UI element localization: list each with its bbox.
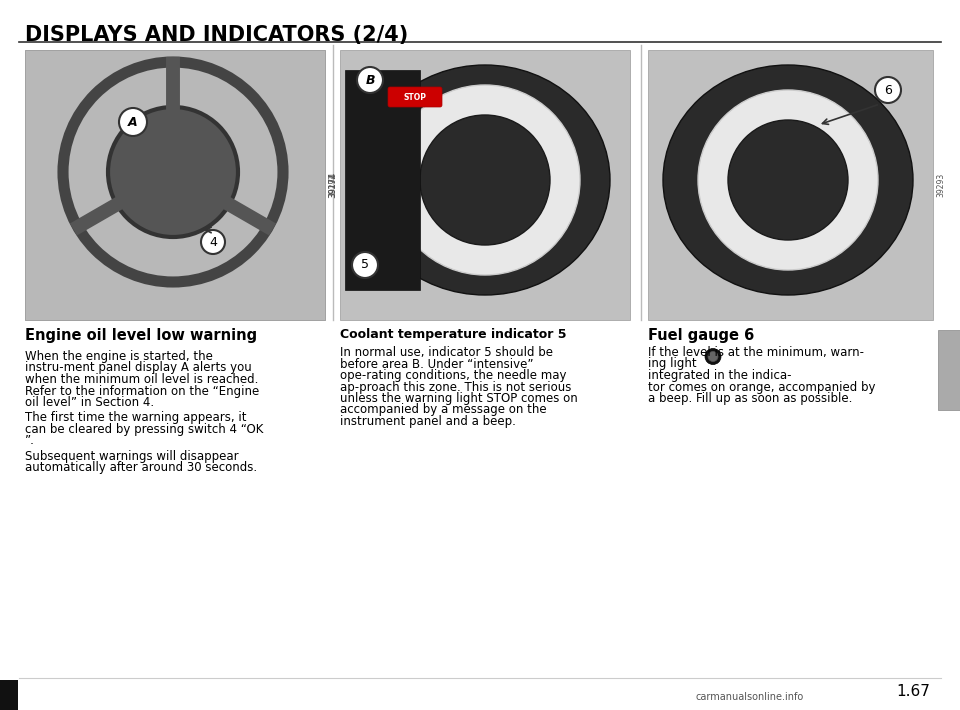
Text: 1.67: 1.67 (896, 684, 930, 699)
Text: 39174: 39174 (328, 172, 337, 198)
Circle shape (352, 252, 378, 278)
Text: Engine oil level low warning: Engine oil level low warning (25, 328, 257, 343)
Text: The first time the warning appears, it: The first time the warning appears, it (25, 412, 247, 425)
Text: In normal use, indicator 5 should be: In normal use, indicator 5 should be (340, 346, 553, 359)
Text: 39292: 39292 (328, 173, 337, 197)
Text: When the engine is started, the: When the engine is started, the (25, 350, 213, 363)
Text: If the level is at the minimum, warn-: If the level is at the minimum, warn- (648, 346, 864, 359)
Circle shape (357, 67, 383, 93)
Text: 4: 4 (209, 236, 217, 248)
FancyBboxPatch shape (25, 50, 325, 320)
Circle shape (728, 120, 848, 240)
Text: A: A (129, 116, 138, 129)
FancyBboxPatch shape (648, 50, 933, 320)
FancyBboxPatch shape (388, 87, 442, 107)
Text: Subsequent warnings will disappear: Subsequent warnings will disappear (25, 450, 239, 463)
Text: ”.: ”. (25, 435, 35, 447)
Text: unless the warning light STOP comes on: unless the warning light STOP comes on (340, 392, 578, 405)
Text: 39293: 39293 (936, 173, 945, 197)
Text: automatically after around 30 seconds.: automatically after around 30 seconds. (25, 462, 257, 474)
Circle shape (705, 349, 721, 364)
Text: DISPLAYS AND INDICATORS (2/4): DISPLAYS AND INDICATORS (2/4) (25, 25, 408, 45)
FancyBboxPatch shape (25, 50, 325, 320)
Circle shape (698, 90, 878, 270)
FancyBboxPatch shape (938, 330, 960, 410)
Text: can be cleared by pressing switch 4 “OK: can be cleared by pressing switch 4 “OK (25, 423, 263, 436)
Text: 39174: 39174 (328, 173, 337, 197)
Ellipse shape (360, 65, 610, 295)
Text: Fuel gauge 6: Fuel gauge 6 (648, 328, 755, 343)
Circle shape (119, 108, 147, 136)
Text: ing light: ing light (648, 358, 697, 371)
Text: integrated in the indica-: integrated in the indica- (648, 369, 791, 382)
Text: a beep. Fill up as soon as possible.: a beep. Fill up as soon as possible. (648, 392, 852, 405)
Text: accompanied by a message on the: accompanied by a message on the (340, 403, 546, 417)
Circle shape (390, 85, 580, 275)
Text: ope-rating conditions, the needle may: ope-rating conditions, the needle may (340, 369, 566, 382)
Circle shape (420, 115, 550, 245)
Circle shape (108, 107, 238, 237)
Text: ap-proach this zone. This is not serious: ap-proach this zone. This is not serious (340, 381, 571, 393)
Text: oil level” in Section 4.: oil level” in Section 4. (25, 396, 155, 409)
Circle shape (875, 77, 901, 103)
Bar (0, 680, 18, 710)
Circle shape (708, 351, 718, 361)
Text: before area B. Under “intensive”: before area B. Under “intensive” (340, 358, 534, 371)
Text: when the minimum oil level is reached.: when the minimum oil level is reached. (25, 373, 258, 386)
Text: 6: 6 (884, 84, 892, 97)
Text: Refer to the information on the “Engine: Refer to the information on the “Engine (25, 385, 259, 398)
Ellipse shape (663, 65, 913, 295)
Text: instru-ment panel display A alerts you: instru-ment panel display A alerts you (25, 361, 252, 374)
Text: Coolant temperature indicator 5: Coolant temperature indicator 5 (340, 328, 566, 341)
FancyBboxPatch shape (345, 70, 420, 290)
Text: B: B (365, 74, 374, 87)
FancyBboxPatch shape (340, 50, 630, 320)
Text: tor comes on orange, accompanied by: tor comes on orange, accompanied by (648, 381, 876, 393)
Text: 5: 5 (361, 258, 369, 271)
Text: STOP: STOP (403, 92, 426, 102)
Text: instrument panel and a beep.: instrument panel and a beep. (340, 415, 516, 428)
Circle shape (201, 230, 225, 254)
Text: carmanualsonline.info: carmanualsonline.info (696, 692, 804, 702)
